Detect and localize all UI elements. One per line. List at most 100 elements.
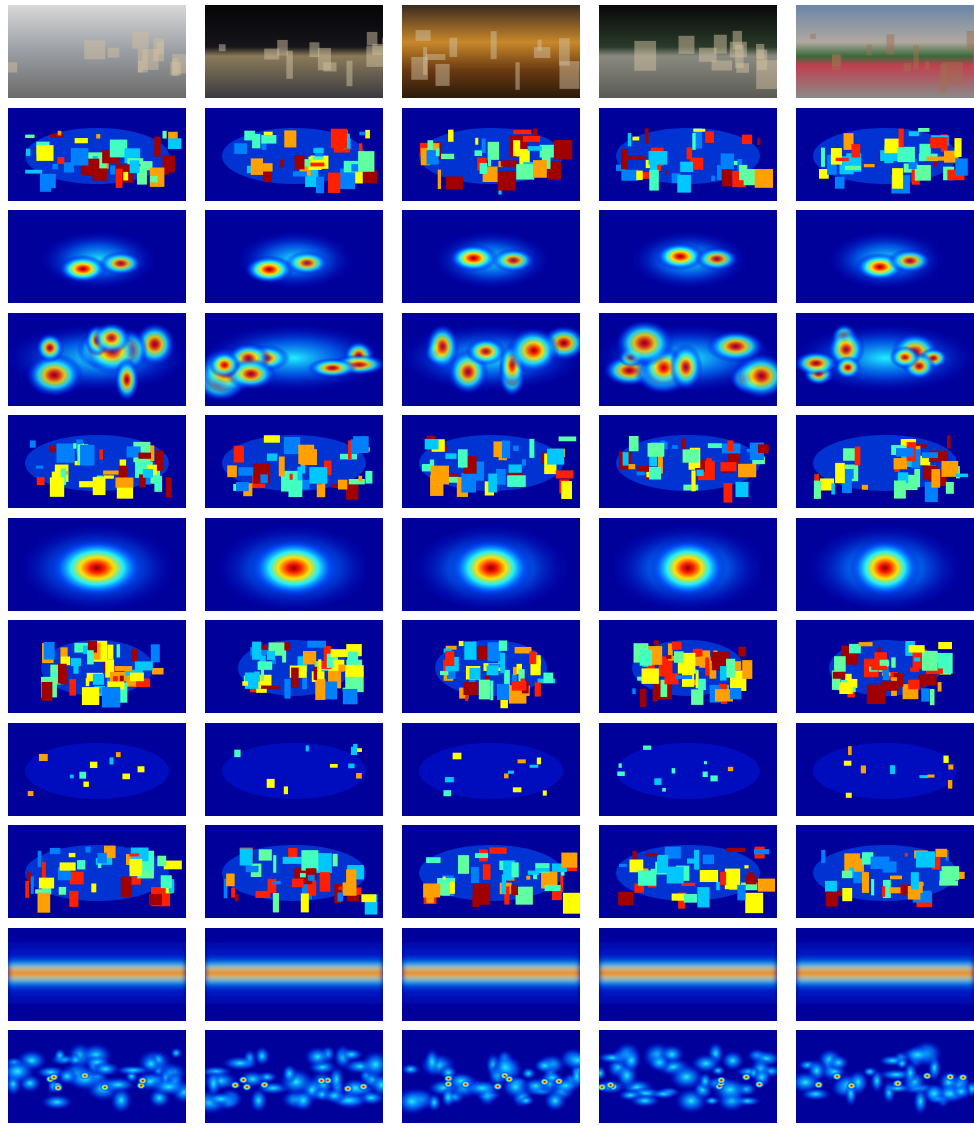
segment (234, 750, 240, 757)
segment (700, 870, 718, 882)
segment (59, 887, 66, 895)
image-cell (599, 518, 777, 613)
segment (313, 156, 323, 159)
segment (284, 437, 300, 454)
blob (285, 251, 329, 275)
segment (515, 647, 532, 653)
segment (353, 744, 357, 748)
segment (71, 658, 81, 666)
image-cell (796, 108, 974, 201)
region (813, 743, 957, 799)
blob (922, 1072, 932, 1080)
segment (911, 872, 919, 889)
segment (855, 447, 861, 466)
blob (92, 322, 130, 354)
blob (952, 1084, 971, 1098)
segment (85, 847, 90, 853)
segment (643, 745, 651, 749)
segment (116, 752, 121, 757)
segment (909, 645, 925, 652)
segment (684, 894, 697, 903)
segment (522, 459, 526, 466)
segment (359, 132, 365, 136)
segment (682, 438, 685, 449)
segment (52, 164, 57, 169)
segment (58, 131, 62, 136)
blob (358, 1083, 368, 1091)
photo-detail (967, 31, 974, 51)
segment (25, 881, 29, 898)
segment (687, 859, 697, 864)
segment (665, 171, 668, 175)
segment (512, 681, 527, 690)
segment (483, 864, 491, 880)
segment (859, 642, 873, 646)
segment (150, 176, 157, 183)
photo-detail (108, 48, 120, 58)
segment (267, 651, 275, 660)
photo-detail (138, 61, 143, 73)
blob (49, 1073, 59, 1081)
blob (793, 351, 838, 376)
image-cell (2, 313, 192, 406)
segment (496, 469, 506, 485)
photo-detail (904, 63, 911, 71)
segment (842, 888, 852, 901)
image-cell (396, 313, 587, 406)
photo-detail (757, 50, 767, 71)
band (599, 938, 777, 1008)
segment (516, 887, 533, 905)
segment (814, 481, 821, 499)
segment (697, 887, 709, 907)
image-cell (205, 620, 383, 713)
segment (316, 177, 324, 193)
segment (115, 666, 132, 671)
segment (325, 681, 337, 699)
segment (365, 130, 370, 139)
segment (328, 173, 340, 193)
segment (301, 893, 309, 912)
segment (905, 853, 908, 856)
segment (267, 453, 277, 460)
segment (508, 771, 514, 774)
segment (897, 147, 914, 162)
segment (479, 680, 490, 700)
segment (161, 875, 172, 888)
photo-detail (425, 54, 445, 60)
blob (208, 351, 240, 378)
segment (648, 443, 665, 457)
blob (629, 1094, 661, 1108)
image-cell (796, 825, 974, 918)
segment (628, 464, 635, 469)
segment (561, 481, 572, 499)
segment (871, 857, 890, 869)
image-cell (8, 210, 186, 303)
segment (49, 446, 55, 453)
segment (331, 129, 347, 148)
figure-grid (0, 0, 974, 1134)
segment (288, 480, 302, 497)
photo-detail (867, 45, 872, 56)
segment (691, 470, 695, 491)
blob (427, 1093, 442, 1113)
blob (53, 1048, 66, 1063)
segment (871, 879, 874, 895)
segment (621, 170, 638, 181)
segment (894, 458, 908, 469)
segment (719, 684, 722, 688)
segment (653, 689, 658, 702)
segment (835, 177, 845, 189)
segment (629, 436, 639, 451)
segment (744, 865, 748, 868)
segment (518, 759, 526, 763)
segment (851, 144, 860, 157)
photo-detail (913, 45, 918, 69)
segment (246, 866, 259, 872)
segment (157, 856, 166, 866)
photo-detail (318, 48, 331, 70)
segment (99, 449, 103, 459)
segment (836, 158, 849, 161)
segment (448, 130, 453, 142)
segment (889, 887, 900, 893)
segment (513, 787, 522, 792)
